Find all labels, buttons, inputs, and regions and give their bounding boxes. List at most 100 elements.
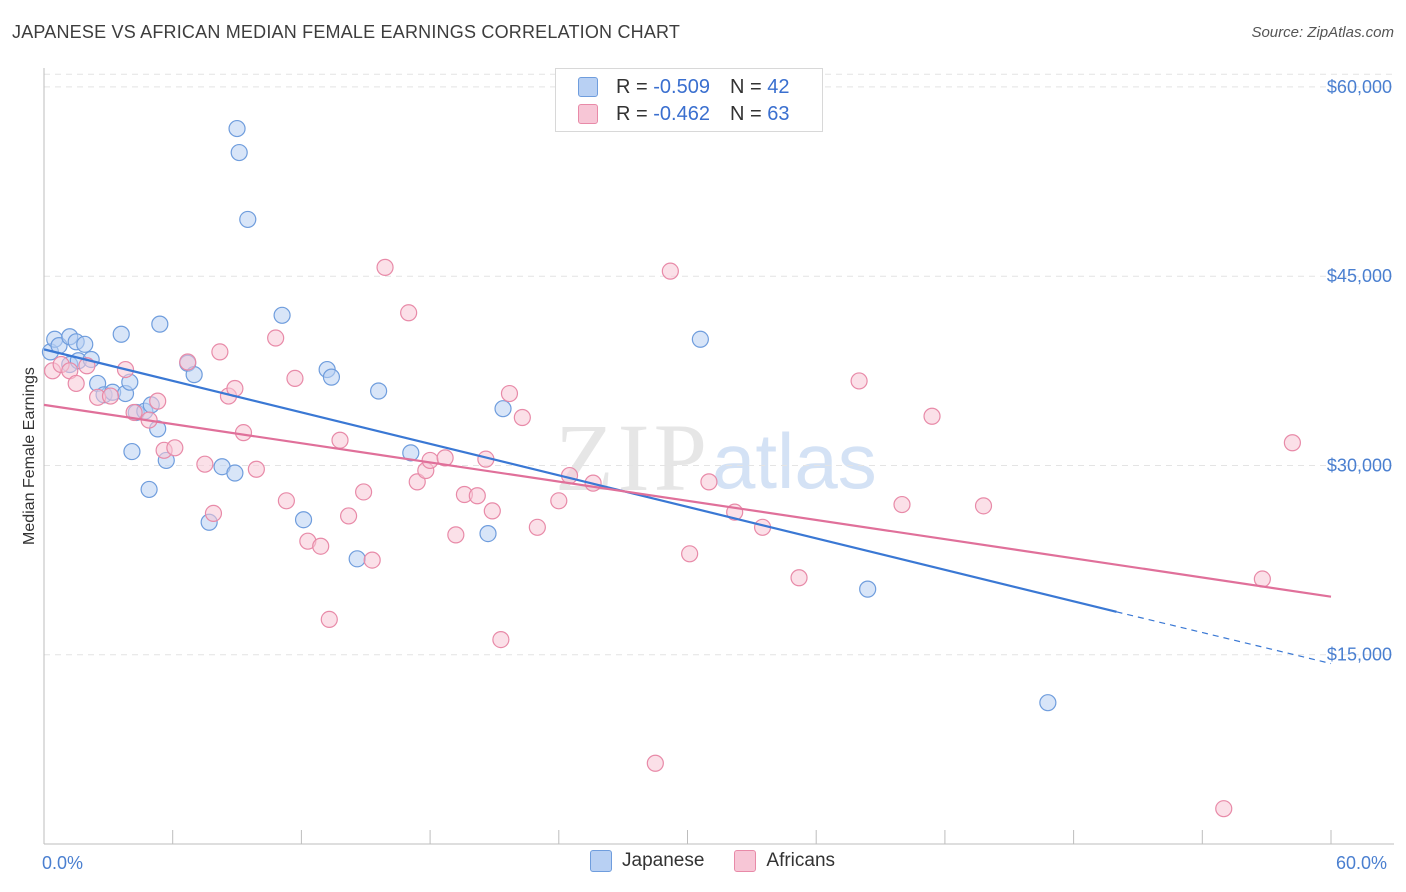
r-value: -0.509 <box>653 75 710 98</box>
japanese-point <box>859 580 877 598</box>
source-label: Source: ZipAtlas.com <box>1251 24 1394 41</box>
series-legend: Japanese Africans <box>590 850 865 872</box>
y-tick-label: $15,000 <box>1327 645 1392 665</box>
africans-point <box>923 407 941 425</box>
africans-point <box>331 431 349 449</box>
japanese-trend-line <box>43 348 1117 613</box>
africans-point <box>166 439 184 457</box>
africans-point <box>436 449 454 467</box>
africans-swatch <box>734 850 757 872</box>
y-tick-labels: $15,000 $30,000 $45,000 $60,000 <box>1327 77 1392 665</box>
africans-point <box>149 392 167 410</box>
r-value: -0.462 <box>653 102 710 125</box>
africans-point <box>312 537 330 555</box>
africans-point <box>528 518 546 536</box>
africans-point <box>550 492 568 510</box>
japanese-point <box>691 330 709 348</box>
japanese-swatch <box>590 850 612 872</box>
japanese-point <box>112 325 130 343</box>
n-value: 42 <box>767 75 790 98</box>
japanese-point <box>294 511 313 529</box>
correlation-legend: R = -0.509 N = 42 R = -0.462 N = 63 <box>555 68 823 132</box>
africans-point <box>196 455 214 473</box>
japanese-point <box>322 368 341 386</box>
africans-point <box>646 754 664 772</box>
africans-point <box>447 526 465 544</box>
africans-point <box>513 408 531 427</box>
africans-point <box>376 258 394 276</box>
japanese-point <box>1039 694 1057 712</box>
legend-row-africans: R = -0.462 N = 63 <box>578 101 789 127</box>
africans-point <box>1215 800 1233 818</box>
r-label: R = <box>616 75 648 98</box>
watermark: ZIP atlas <box>555 404 877 511</box>
japanese-point <box>230 143 248 162</box>
japanese-point <box>348 550 366 568</box>
japanese-point <box>494 400 512 418</box>
africans-point <box>320 610 338 629</box>
japanese-point <box>402 444 420 462</box>
africans-point <box>700 473 718 491</box>
japanese-point <box>370 382 388 400</box>
legend-label-africans: Africans <box>766 850 836 871</box>
japanese-swatch <box>578 77 598 97</box>
legend-item-japanese: Japanese <box>590 850 704 872</box>
legend-row-japanese: R = -0.509 N = 42 <box>578 74 789 100</box>
japanese-trend-extension <box>1116 611 1332 665</box>
africans-point <box>204 504 223 523</box>
japanese-point <box>140 480 158 499</box>
legend-item-africans: Africans <box>734 850 835 872</box>
r-label: R = <box>616 102 648 125</box>
japanese-point <box>123 442 141 461</box>
x-tick-label-min: 0.0% <box>42 853 84 873</box>
africans-point <box>421 451 439 470</box>
y-tick-label: $45,000 <box>1327 266 1392 286</box>
africans-point <box>267 329 285 347</box>
japanese-point <box>228 119 246 138</box>
n-label: N = <box>729 75 762 98</box>
y-tick-label: $30,000 <box>1327 455 1392 475</box>
japanese-point <box>273 306 291 324</box>
africans-point <box>363 551 381 569</box>
legend-label-japanese: Japanese <box>622 850 705 871</box>
africans-point <box>893 495 911 514</box>
africans-point <box>234 424 253 442</box>
watermark-atlas: atlas <box>712 417 877 505</box>
africans-point <box>681 545 699 563</box>
africans-point <box>500 384 519 403</box>
data-points <box>41 119 1301 818</box>
japanese-point <box>239 210 257 229</box>
africans-point <box>408 473 426 491</box>
africans-swatch <box>578 104 598 124</box>
africans-point <box>483 502 501 520</box>
japanese-point <box>151 315 169 333</box>
africans-point <box>247 460 265 478</box>
africans-point <box>125 403 143 422</box>
chart-title: JAPANESE VS AFRICAN MEDIAN FEMALE EARNIN… <box>12 22 681 42</box>
y-tick-label: $60,000 <box>1327 77 1392 97</box>
africans-point <box>277 492 295 510</box>
africans-point <box>1283 434 1301 452</box>
japanese-point <box>76 335 94 353</box>
africans-point <box>67 374 85 393</box>
africans-point <box>850 372 868 390</box>
gridlines <box>44 73 1394 656</box>
africans-point <box>339 507 358 525</box>
japanese-point <box>479 524 497 543</box>
x-tick-label-max: 60.0% <box>1336 853 1388 873</box>
africans-point <box>974 497 993 515</box>
africans-point <box>661 262 679 280</box>
africans-point <box>468 487 486 505</box>
watermark-zip: ZIP <box>555 404 711 511</box>
africans-point <box>790 569 808 587</box>
africans-point <box>400 304 418 322</box>
axes <box>43 68 1394 845</box>
africans-point <box>286 369 304 387</box>
japanese-point <box>226 464 244 482</box>
trend-lines <box>43 348 1332 665</box>
africans-trend-line <box>43 403 1332 598</box>
africans-point <box>211 343 229 361</box>
africans-point <box>101 387 120 405</box>
africans-point <box>492 630 510 649</box>
